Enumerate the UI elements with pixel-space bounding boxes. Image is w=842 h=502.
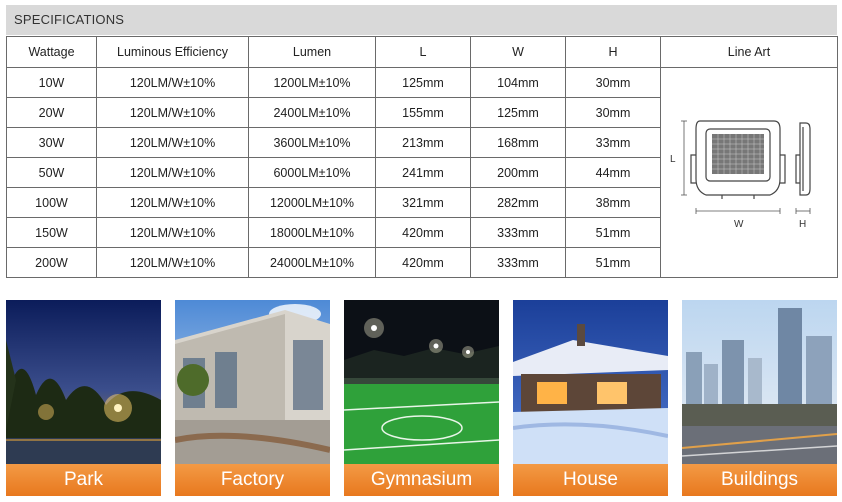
cell-wattage: 150W <box>6 217 97 248</box>
column-header: Wattage <box>6 36 97 68</box>
column-header: W <box>470 36 566 68</box>
park-photo-icon <box>6 300 161 464</box>
gymnasium-photo-icon <box>344 300 499 464</box>
cell-lumen: 18000LM±10% <box>248 217 376 248</box>
cell-efficiency: 120LM/W±10% <box>96 217 249 248</box>
section-title: SPECIFICATIONS <box>6 5 837 35</box>
application-label: Gymnasium <box>344 464 499 496</box>
dimension-label-l: L <box>670 154 676 165</box>
cell-wattage: 200W <box>6 247 97 278</box>
cell-length: 155mm <box>375 97 471 128</box>
table-row: 100W 120LM/W±10% 12000LM±10% 321mm 282mm… <box>6 187 838 218</box>
cell-height: 51mm <box>565 247 661 278</box>
cell-efficiency: 120LM/W±10% <box>96 97 249 128</box>
application-label: Buildings <box>682 464 837 496</box>
cell-wattage: 100W <box>6 187 97 218</box>
house-photo-icon <box>513 300 668 464</box>
cell-efficiency: 120LM/W±10% <box>96 157 249 188</box>
cell-length: 420mm <box>375 217 471 248</box>
cell-height: 38mm <box>565 187 661 218</box>
cell-lumen: 6000LM±10% <box>248 157 376 188</box>
dimension-label-h: H <box>799 219 806 230</box>
application-label: House <box>513 464 668 496</box>
cell-height: 30mm <box>565 67 661 98</box>
factory-photo-icon <box>175 300 330 464</box>
application-tile-house: House <box>513 300 668 496</box>
application-label: Park <box>6 464 161 496</box>
application-tile-factory: Factory <box>175 300 330 496</box>
column-header: L <box>375 36 471 68</box>
table-row: 200W 120LM/W±10% 24000LM±10% 420mm 333mm… <box>6 247 838 278</box>
cell-length: 241mm <box>375 157 471 188</box>
cell-length: 420mm <box>375 247 471 278</box>
cell-wattage: 30W <box>6 127 97 158</box>
cell-lumen: 1200LM±10% <box>248 67 376 98</box>
application-tile-buildings: Buildings <box>682 300 837 496</box>
cell-wattage: 50W <box>6 157 97 188</box>
column-header: Line Art <box>660 36 838 68</box>
application-label: Factory <box>175 464 330 496</box>
cell-width: 333mm <box>470 247 566 278</box>
application-tile-park: Park <box>6 300 161 496</box>
cell-lumen: 24000LM±10% <box>248 247 376 278</box>
column-header: H <box>565 36 661 68</box>
cell-width: 125mm <box>470 97 566 128</box>
column-header: Luminous Efficiency <box>96 36 249 68</box>
table-header-row: Wattage Luminous Efficiency Lumen L W H … <box>6 36 838 68</box>
application-gallery: Park Factory <box>6 300 837 496</box>
column-header: Lumen <box>248 36 376 68</box>
cell-efficiency: 120LM/W±10% <box>96 67 249 98</box>
application-tile-gymnasium: Gymnasium <box>344 300 499 496</box>
cell-width: 104mm <box>470 67 566 98</box>
cell-lumen: 3600LM±10% <box>248 127 376 158</box>
cell-height: 44mm <box>565 157 661 188</box>
cell-wattage: 20W <box>6 97 97 128</box>
cell-efficiency: 120LM/W±10% <box>96 127 249 158</box>
cell-width: 333mm <box>470 217 566 248</box>
cell-height: 30mm <box>565 97 661 128</box>
cell-efficiency: 120LM/W±10% <box>96 187 249 218</box>
line-art-cell: L W H <box>660 67 838 278</box>
table-row: 150W 120LM/W±10% 18000LM±10% 420mm 333mm… <box>6 217 838 248</box>
cell-length: 125mm <box>375 67 471 98</box>
cell-width: 168mm <box>470 127 566 158</box>
cell-length: 213mm <box>375 127 471 158</box>
floodlight-line-art: L W H <box>670 120 811 230</box>
cell-efficiency: 120LM/W±10% <box>96 247 249 278</box>
table-row: 50W 120LM/W±10% 6000LM±10% 241mm 200mm 4… <box>6 157 838 188</box>
cell-lumen: 2400LM±10% <box>248 97 376 128</box>
led-grid <box>711 134 764 174</box>
table-row: 20W 120LM/W±10% 2400LM±10% 155mm 125mm 3… <box>6 97 838 128</box>
dimension-label-w: W <box>734 219 744 230</box>
specifications-table: Wattage Luminous Efficiency Lumen L W H … <box>6 36 838 278</box>
cell-height: 51mm <box>565 217 661 248</box>
cell-length: 321mm <box>375 187 471 218</box>
cell-width: 200mm <box>470 157 566 188</box>
cell-width: 282mm <box>470 187 566 218</box>
buildings-photo-icon <box>682 300 837 464</box>
table-row: 30W 120LM/W±10% 3600LM±10% 213mm 168mm 3… <box>6 127 838 158</box>
table-row: 10W 120LM/W±10% 1200LM±10% 125mm 104mm 3… <box>6 67 838 278</box>
cell-lumen: 12000LM±10% <box>248 187 376 218</box>
cell-wattage: 10W <box>6 67 97 98</box>
cell-height: 33mm <box>565 127 661 158</box>
